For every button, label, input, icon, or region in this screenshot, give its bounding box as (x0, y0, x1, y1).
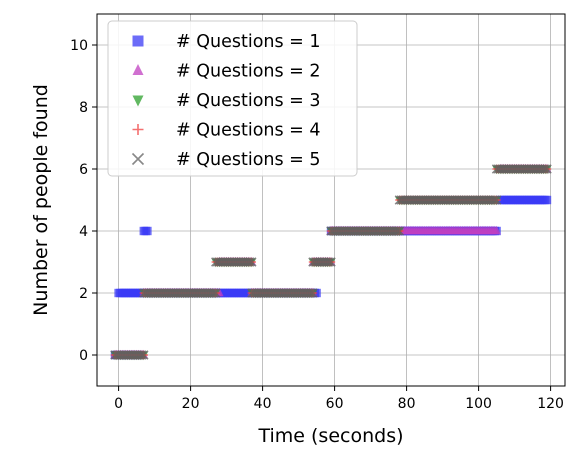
axis-ticks: 0 20 40 60 80 100 120 0 2 4 6 8 10 (70, 38, 564, 412)
legend-item: # Questions = 3 (132, 91, 321, 111)
data-point (137, 350, 147, 360)
y-axis-label: Number of people found (30, 84, 52, 316)
y-tick-label: 2 (79, 286, 88, 302)
data-point (488, 195, 498, 205)
legend-item: # Questions = 1 (132, 32, 321, 52)
data-point (324, 257, 334, 267)
legend-item: # Questions = 4 (132, 121, 321, 141)
data-point (491, 195, 502, 205)
legend-marker (132, 124, 144, 135)
data-points (110, 163, 552, 361)
legend-item: # Questions = 2 (132, 62, 321, 82)
legend-marker (132, 95, 144, 107)
y-tick-label: 10 (70, 38, 88, 54)
data-point (211, 288, 221, 298)
x-tick-label: 120 (537, 396, 564, 412)
x-tick-label: 60 (326, 396, 344, 412)
data-point (308, 288, 318, 298)
data-point (326, 257, 336, 267)
series-1 (110, 195, 552, 360)
data-point (247, 257, 257, 267)
legend-label: # Questions = 3 (176, 91, 321, 111)
data-point (139, 350, 149, 360)
data-point (243, 257, 253, 267)
x-tick-label: 100 (465, 396, 492, 412)
legend-box (107, 20, 358, 177)
data-point (304, 288, 315, 298)
data-point (322, 257, 333, 267)
data-point (538, 164, 549, 174)
legend-label: # Questions = 4 (176, 121, 321, 141)
x-axis-label: Time (seconds) (257, 425, 403, 447)
data-point (542, 195, 552, 205)
plot-frame (96, 13, 566, 387)
legend-label: # Questions = 5 (176, 150, 321, 170)
y-tick-label: 8 (79, 100, 88, 116)
legend-label: # Questions = 2 (176, 62, 321, 82)
x-tick-label: 20 (182, 396, 200, 412)
y-tick-label: 4 (79, 224, 88, 240)
data-point (542, 164, 552, 174)
data-point (245, 257, 255, 267)
legend-marker (132, 64, 144, 75)
data-point (394, 226, 405, 236)
legend-marker (131, 152, 145, 166)
x-tick-label: 40 (254, 396, 272, 412)
y-tick-label: 6 (79, 162, 88, 178)
data-point (392, 226, 403, 236)
data-point (540, 164, 550, 174)
x-tick-label: 80 (398, 396, 416, 412)
series-5 (110, 164, 552, 360)
data-point (391, 226, 401, 236)
legend-marker (132, 35, 144, 47)
data-point (207, 288, 217, 298)
legend: # Questions = 1 # Questions = 2 # Question… (107, 20, 358, 177)
data-point (306, 288, 316, 298)
data-point (135, 350, 145, 360)
data-point (490, 195, 500, 205)
legend-item: # Questions = 5 (131, 150, 321, 170)
y-tick-label: 0 (79, 348, 88, 364)
x-tick-label: 0 (114, 396, 123, 412)
legend-label: # Questions = 1 (176, 32, 321, 52)
data-point (143, 226, 152, 236)
data-point (209, 288, 219, 298)
data-point (492, 225, 501, 235)
